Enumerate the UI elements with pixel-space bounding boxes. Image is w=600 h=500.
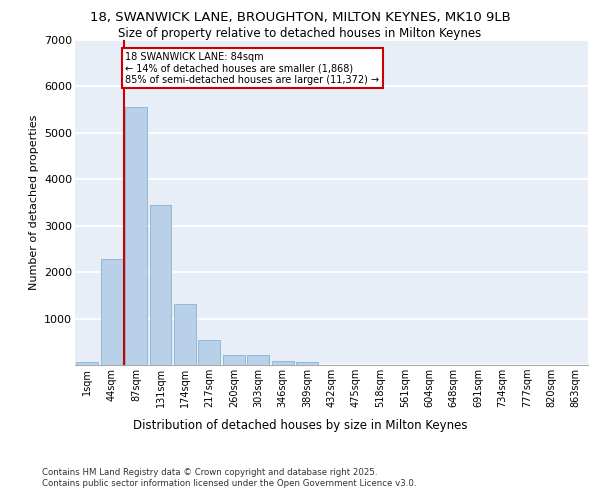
Bar <box>296 362 318 365</box>
Bar <box>149 205 172 365</box>
Bar <box>272 361 293 365</box>
Bar <box>174 304 196 365</box>
Text: Size of property relative to detached houses in Milton Keynes: Size of property relative to detached ho… <box>118 28 482 40</box>
Bar <box>76 362 98 365</box>
Text: Distribution of detached houses by size in Milton Keynes: Distribution of detached houses by size … <box>133 420 467 432</box>
Text: 18, SWANWICK LANE, BROUGHTON, MILTON KEYNES, MK10 9LB: 18, SWANWICK LANE, BROUGHTON, MILTON KEY… <box>89 11 511 24</box>
Bar <box>199 340 220 365</box>
Text: 18 SWANWICK LANE: 84sqm
← 14% of detached houses are smaller (1,868)
85% of semi: 18 SWANWICK LANE: 84sqm ← 14% of detache… <box>125 52 379 85</box>
Bar <box>101 259 122 365</box>
Bar <box>223 354 245 365</box>
Bar <box>247 355 269 365</box>
Bar <box>125 107 147 365</box>
Y-axis label: Number of detached properties: Number of detached properties <box>29 115 38 290</box>
Text: Contains HM Land Registry data © Crown copyright and database right 2025.
Contai: Contains HM Land Registry data © Crown c… <box>42 468 416 487</box>
